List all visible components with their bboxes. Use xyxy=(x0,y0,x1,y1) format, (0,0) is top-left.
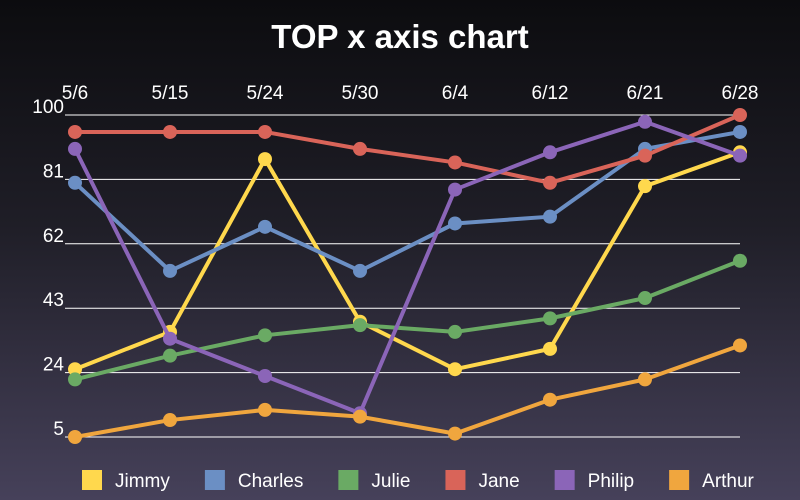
data-point xyxy=(638,372,652,387)
legend-label: Philip xyxy=(588,471,634,492)
data-point xyxy=(543,311,557,326)
legend-swatch xyxy=(82,470,102,490)
data-point xyxy=(638,291,652,306)
series-charles xyxy=(68,124,747,278)
data-point xyxy=(638,148,652,163)
data-point xyxy=(733,253,747,268)
y-tick-label: 24 xyxy=(43,355,65,376)
data-point xyxy=(68,124,82,139)
data-point xyxy=(353,263,367,278)
y-tick-label: 5 xyxy=(53,419,64,440)
legend-item-arthur: Arthur xyxy=(669,470,755,492)
legend-label: Charles xyxy=(238,471,303,492)
legend-label: Arthur xyxy=(702,471,754,492)
data-point xyxy=(353,409,367,424)
y-axis: 5 24 43 62 81 100 xyxy=(32,97,64,440)
data-point xyxy=(733,108,747,122)
data-point xyxy=(638,179,652,194)
data-point xyxy=(543,341,557,356)
data-point xyxy=(258,368,272,383)
data-point xyxy=(543,175,557,190)
legend-swatch xyxy=(554,470,575,490)
data-point xyxy=(448,324,462,339)
legend-swatch xyxy=(445,470,466,490)
series-line xyxy=(73,258,742,382)
data-point xyxy=(543,392,557,407)
legend-item-jimmy: Jimmy xyxy=(82,470,170,492)
data-point xyxy=(353,318,367,333)
x-tick-label: 6/4 xyxy=(442,83,469,104)
data-point xyxy=(258,219,272,234)
x-tick-label: 5/24 xyxy=(247,83,284,104)
legend-item-jane: Jane xyxy=(445,470,520,492)
x-tick-label: 6/12 xyxy=(532,83,569,104)
legend-swatch xyxy=(204,470,225,490)
x-tick-label: 5/30 xyxy=(342,83,379,104)
x-tick-label: 6/28 xyxy=(722,83,759,104)
data-point xyxy=(448,426,462,441)
data-point xyxy=(258,124,272,139)
data-point xyxy=(68,430,82,444)
series-line xyxy=(73,150,742,372)
x-tick-label: 5/15 xyxy=(152,83,189,104)
y-tick-label: 100 xyxy=(32,97,64,118)
data-point xyxy=(163,124,177,139)
legend-item-charles: Charles xyxy=(204,470,303,492)
data-point xyxy=(353,141,367,156)
data-point xyxy=(258,152,272,167)
data-point xyxy=(68,372,82,387)
y-tick-label: 62 xyxy=(43,226,64,247)
series-group xyxy=(68,108,747,444)
data-point xyxy=(163,348,177,363)
data-point xyxy=(448,362,462,377)
data-point xyxy=(448,155,462,170)
x-tick-label: 5/6 xyxy=(62,83,88,104)
data-point xyxy=(163,331,177,346)
legend-swatch xyxy=(669,470,690,490)
data-point xyxy=(638,114,652,129)
data-point xyxy=(68,175,82,190)
data-point xyxy=(448,216,462,231)
data-point xyxy=(543,209,557,224)
data-point xyxy=(733,124,747,139)
data-point xyxy=(68,362,82,377)
data-point xyxy=(68,141,82,156)
x-axis-top: 5/6 5/15 5/24 5/30 6/4 6/12 6/21 6/28 xyxy=(62,83,759,104)
data-point xyxy=(733,148,747,163)
data-point xyxy=(258,328,272,343)
series-line xyxy=(73,343,742,439)
data-point xyxy=(163,413,177,428)
data-point xyxy=(733,338,747,353)
series-line xyxy=(73,119,742,416)
legend-item-julie: Julie xyxy=(338,470,410,492)
legend-label: Julie xyxy=(371,471,410,492)
series-line xyxy=(73,113,742,185)
data-point xyxy=(258,402,272,417)
legend-item-philip: Philip xyxy=(554,470,634,492)
legend-label: Jane xyxy=(478,471,519,492)
legend-swatch xyxy=(338,470,359,490)
data-point xyxy=(163,263,177,278)
y-tick-label: 81 xyxy=(43,161,64,182)
x-tick-label: 6/21 xyxy=(627,83,664,104)
y-tick-label: 43 xyxy=(43,290,64,311)
data-point xyxy=(543,145,557,160)
legend-label: Jimmy xyxy=(115,471,170,492)
legend: Jimmy Charles Julie Jane Philip Arthur xyxy=(82,470,755,492)
data-point xyxy=(448,182,462,197)
series-julie xyxy=(68,253,747,387)
series-jane xyxy=(68,108,747,190)
series-arthur xyxy=(68,338,747,444)
series-philip xyxy=(68,114,747,421)
chart-title: TOP x axis chart xyxy=(271,18,529,55)
